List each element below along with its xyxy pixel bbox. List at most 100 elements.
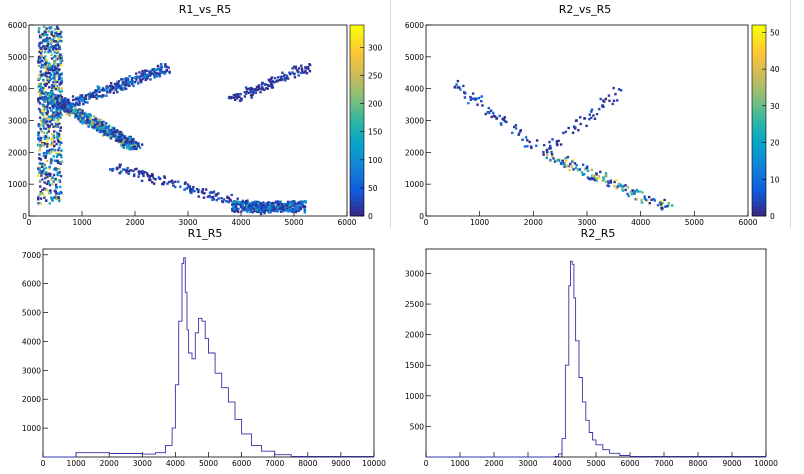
heatmap-cell bbox=[47, 172, 50, 175]
heatmap-cell bbox=[284, 79, 287, 82]
colorbar-step bbox=[350, 206, 364, 212]
heatmap-cell bbox=[56, 118, 60, 122]
heatmap-cell bbox=[58, 146, 61, 150]
heatmap-cell bbox=[237, 210, 240, 214]
y-tick-label: 1000 bbox=[405, 180, 424, 189]
heatmap-cell bbox=[58, 30, 62, 33]
heatmap-cell bbox=[59, 111, 62, 114]
heatmap-cell bbox=[87, 115, 90, 118]
heatmap-cell bbox=[140, 179, 144, 183]
heatmap-cell bbox=[42, 90, 46, 94]
heatmap-cell bbox=[162, 70, 165, 74]
x-tick-label: 9000 bbox=[331, 459, 350, 468]
heatmap-cell bbox=[132, 174, 136, 178]
heatmap-cell bbox=[46, 110, 50, 114]
heatmap-cell bbox=[53, 33, 57, 37]
colorbar-step bbox=[752, 91, 766, 98]
colorbar-step bbox=[752, 87, 766, 93]
heatmap-cell bbox=[55, 49, 59, 53]
heatmap-cell bbox=[57, 89, 60, 92]
heatmap-cell bbox=[71, 98, 75, 102]
heatmap-cell bbox=[167, 180, 171, 184]
heatmap-cell bbox=[39, 136, 43, 140]
heatmap-cell bbox=[48, 124, 52, 127]
heatmap-cell bbox=[276, 200, 279, 203]
heatmap-cell bbox=[45, 131, 49, 135]
heatmap-cell bbox=[305, 72, 309, 75]
heatmap-cell bbox=[146, 74, 149, 77]
heatmap-cell bbox=[518, 131, 521, 135]
heatmap-cell bbox=[573, 162, 577, 165]
heatmap-cell bbox=[294, 205, 297, 208]
heatmap-cell bbox=[91, 92, 95, 95]
heatmap-cell bbox=[271, 205, 275, 209]
heatmap-cell bbox=[97, 88, 100, 92]
heatmap-cell bbox=[42, 105, 45, 109]
heatmap-cell bbox=[46, 42, 50, 46]
heatmap-cell bbox=[45, 58, 49, 62]
colorbar-step bbox=[350, 53, 364, 59]
heatmap-cell bbox=[484, 112, 487, 116]
heatmap-cell bbox=[503, 116, 506, 119]
heatmap-cell bbox=[54, 190, 58, 194]
heatmap-cell bbox=[115, 87, 118, 90]
heatmap-cell bbox=[59, 95, 62, 99]
heatmap-cell bbox=[613, 180, 616, 184]
heatmap-cell bbox=[58, 199, 61, 203]
heatmap-cell bbox=[517, 133, 520, 136]
heatmap-cell bbox=[250, 90, 253, 94]
heatmap-cell bbox=[139, 170, 143, 174]
heatmap-cell bbox=[303, 208, 306, 212]
x-tick-label: 1000 bbox=[67, 459, 86, 468]
heatmap-cell bbox=[59, 153, 63, 157]
heatmap-cell bbox=[94, 89, 97, 92]
heatmap-cell bbox=[238, 200, 242, 204]
heatmap-cell bbox=[132, 144, 135, 147]
heatmap-cell bbox=[129, 138, 133, 141]
heatmap-cell bbox=[54, 95, 57, 99]
heatmap-cell bbox=[37, 78, 40, 81]
heatmap-cell bbox=[269, 82, 273, 85]
heatmap-cell bbox=[643, 197, 647, 200]
x-tick-label: 8000 bbox=[688, 459, 707, 468]
heatmap-cell bbox=[291, 67, 294, 70]
heatmap-cell bbox=[636, 190, 640, 193]
heatmap-cell bbox=[115, 82, 119, 86]
heatmap-cell bbox=[57, 196, 60, 199]
heatmap-cell bbox=[77, 99, 81, 103]
heatmap-cell bbox=[143, 170, 147, 174]
heatmap-cell bbox=[630, 193, 633, 196]
heatmap-cell bbox=[300, 200, 303, 203]
heatmap-cell bbox=[580, 171, 584, 174]
colorbar-step bbox=[752, 177, 766, 183]
heatmap-cell bbox=[44, 156, 47, 160]
colorbar-step bbox=[350, 182, 364, 188]
heatmap-cell bbox=[258, 205, 261, 208]
heatmap-cell bbox=[80, 117, 83, 120]
heatmap-cell bbox=[72, 104, 75, 108]
heatmap-cell bbox=[98, 90, 101, 94]
heatmap-cell bbox=[48, 165, 51, 169]
colorbar-tick-label: 30 bbox=[770, 102, 780, 111]
heatmap-cell bbox=[153, 73, 156, 77]
heatmap-cell bbox=[52, 134, 55, 137]
heatmap-cell bbox=[81, 111, 85, 115]
heatmap-cell bbox=[73, 108, 76, 111]
heatmap-cell bbox=[612, 86, 615, 90]
heatmap-cell bbox=[58, 167, 61, 171]
heatmap-cell bbox=[111, 87, 114, 91]
heatmap-cell bbox=[230, 207, 234, 211]
heatmap-cell bbox=[44, 135, 48, 138]
x-tick-label: 0 bbox=[424, 459, 429, 468]
heatmap-cell bbox=[257, 86, 260, 89]
heatmap-cell bbox=[254, 208, 258, 211]
heatmap-cell bbox=[107, 126, 110, 129]
heatmap-cell bbox=[38, 149, 41, 152]
heatmap-cell bbox=[57, 132, 61, 136]
heatmap-cell bbox=[259, 212, 263, 216]
x-tick-label: 2000 bbox=[484, 459, 503, 468]
heatmap-cell bbox=[60, 105, 63, 109]
heatmap-cell bbox=[46, 69, 49, 72]
heatmap-cell bbox=[111, 129, 115, 132]
